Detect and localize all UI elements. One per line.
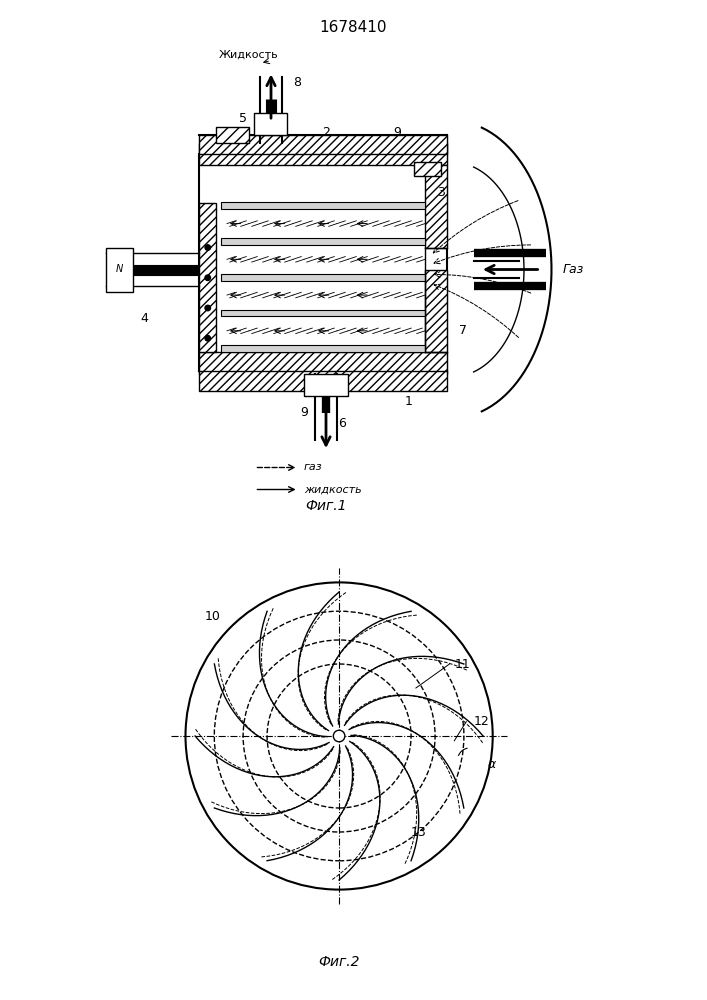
Bar [221,238,425,245]
Text: α: α [488,758,496,771]
Text: Жидкость: Жидкость [219,50,279,60]
Text: 6: 6 [339,417,346,430]
Bar [221,345,425,352]
Bar [425,269,447,352]
Bar [221,202,425,209]
Text: жидкость: жидкость [304,485,361,494]
Text: 5: 5 [240,112,247,125]
Text: 3: 3 [438,186,445,199]
Circle shape [205,275,211,280]
Text: N: N [116,264,124,274]
Circle shape [205,245,211,250]
Bar [255,113,288,135]
Text: 4: 4 [141,312,148,326]
Bar [221,274,425,280]
Text: 11: 11 [455,658,470,670]
Bar [199,352,447,374]
Text: 10: 10 [205,610,221,623]
Text: Фиг.2: Фиг.2 [318,955,360,969]
Bar [304,374,348,396]
Circle shape [205,305,211,311]
Bar [199,135,447,154]
Text: 12: 12 [474,715,489,728]
Bar [199,371,447,390]
Text: 9: 9 [394,125,402,138]
Text: Газ: Газ [563,263,584,276]
Text: 1: 1 [404,395,412,408]
Bar [199,143,447,165]
Text: Фиг.1: Фиг.1 [305,499,346,513]
Text: 8: 8 [293,76,301,89]
Circle shape [205,336,211,341]
Bar [199,204,216,352]
Text: 2: 2 [322,125,330,138]
Text: 9: 9 [300,406,308,419]
Polygon shape [106,247,134,292]
Bar [425,165,447,247]
Bar [216,126,249,143]
Circle shape [333,730,345,742]
Bar [414,162,441,176]
Text: 13: 13 [411,826,427,838]
Text: 1678410: 1678410 [320,20,387,35]
Bar [221,310,425,316]
Text: газ: газ [304,462,322,473]
Text: 7: 7 [460,324,467,336]
